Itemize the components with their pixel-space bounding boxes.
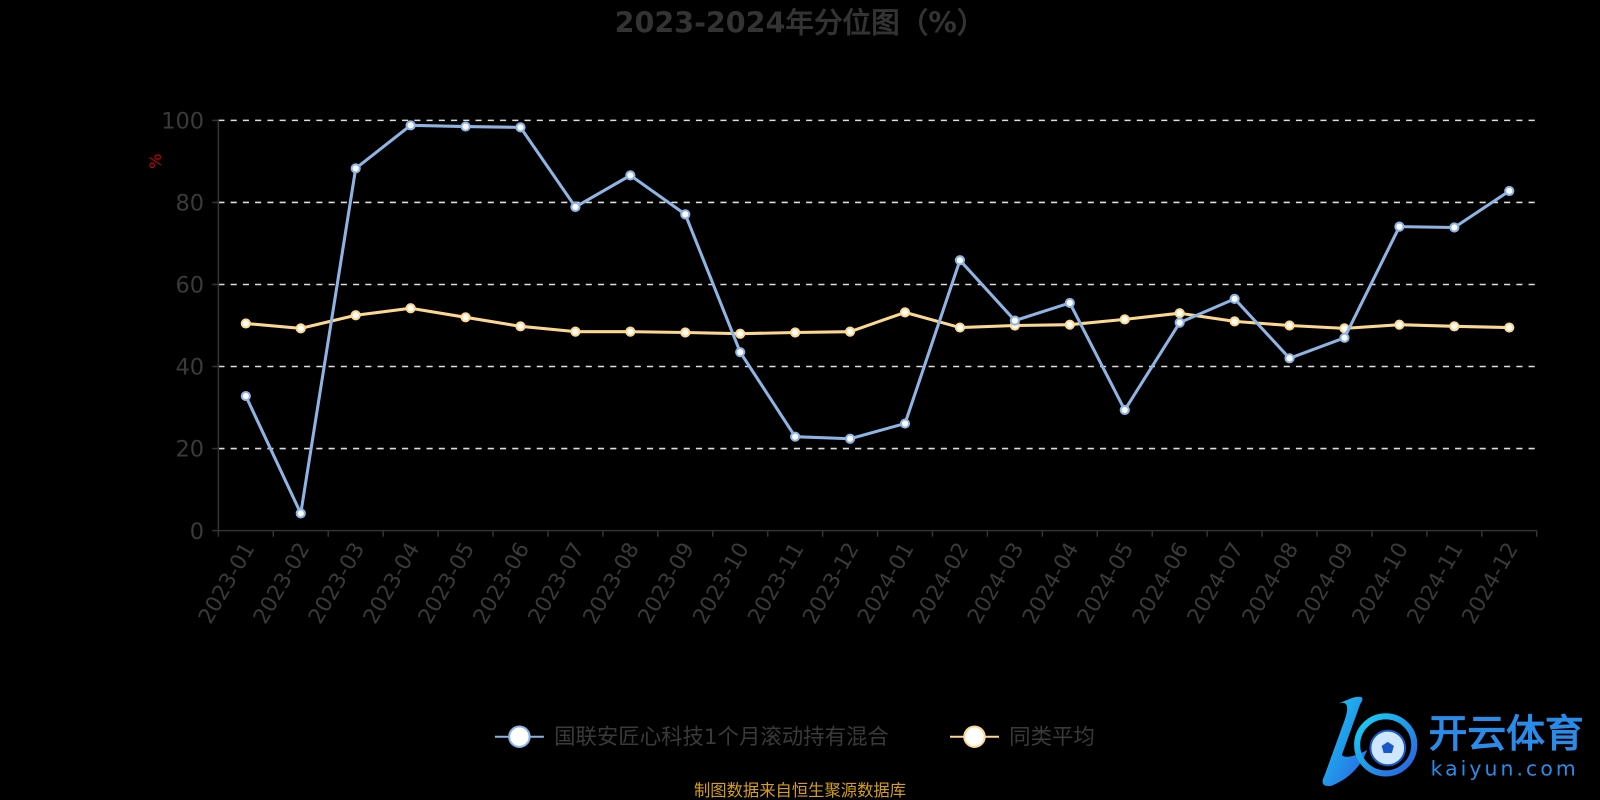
legend-label-average: 同类平均 — [1009, 725, 1095, 750]
data-point — [1284, 320, 1295, 331]
series-fund — [240, 120, 1515, 519]
watermark-text-en: kaiyun.com — [1431, 757, 1579, 781]
data-point — [680, 209, 691, 220]
watermark-logo: 开云体育 kaiyun.com — [1322, 696, 1584, 787]
watermark-text-cn: 开云体育 — [1429, 712, 1584, 757]
data-point — [735, 347, 746, 358]
data-point — [1229, 316, 1240, 327]
data-point — [460, 121, 471, 132]
grid — [218, 119, 1537, 450]
data-point — [1394, 221, 1405, 232]
data-point — [1449, 321, 1460, 332]
y-tick-label: 20 — [176, 437, 205, 463]
y-tick-label: 60 — [176, 273, 205, 299]
data-point — [625, 326, 636, 337]
source-note: 制图数据来自恒生聚源数据库 — [694, 781, 906, 800]
legend-item-average[interactable]: 同类平均 — [950, 725, 1095, 750]
legend-label-fund: 国联安匠心科技1个月滚动持有混合 — [554, 725, 889, 750]
data-point — [515, 321, 526, 332]
data-point — [1504, 185, 1515, 197]
data-point — [1174, 317, 1185, 328]
data-point — [954, 322, 966, 333]
y-axis-label: % — [146, 153, 165, 169]
data-point — [1229, 293, 1240, 304]
axes: 0204060801002023-012023-022023-032023-04… — [161, 109, 1538, 628]
data-point — [350, 163, 361, 174]
legend-item-fund[interactable]: 国联安匠心科技1个月滚动持有混合 — [494, 725, 889, 750]
data-point — [899, 307, 911, 318]
data-point — [1119, 404, 1130, 416]
legend[interactable]: 国联安匠心科技1个月滚动持有混合 同类平均 — [494, 725, 1095, 750]
legend-marker-fund — [508, 725, 531, 748]
data-point — [570, 201, 581, 213]
y-tick-label: 0 — [190, 519, 204, 545]
series-average — [240, 303, 1515, 339]
data-point — [1449, 222, 1460, 233]
legend-marker-average — [963, 725, 986, 748]
series-line — [245, 306, 1510, 336]
chart-title: 2023-2024年分位图（%） — [615, 6, 986, 40]
y-tick-label: 40 — [176, 355, 205, 381]
data-point — [1064, 297, 1075, 309]
data-point — [954, 255, 966, 266]
data-point — [844, 433, 856, 444]
data-point — [1284, 353, 1295, 364]
data-point — [350, 310, 361, 321]
data-point — [790, 431, 801, 442]
data-point — [899, 418, 911, 429]
data-point — [844, 326, 856, 337]
data-point — [1339, 332, 1350, 343]
data-point — [1064, 319, 1075, 330]
data-point — [625, 170, 636, 181]
data-point — [680, 327, 691, 338]
data-point — [735, 328, 746, 339]
data-point — [1119, 314, 1130, 325]
data-point — [1394, 319, 1405, 330]
data-point — [1504, 322, 1515, 333]
series-layer — [240, 120, 1515, 519]
data-point — [790, 327, 801, 338]
data-point — [515, 122, 526, 133]
data-point — [405, 303, 416, 314]
data-point — [240, 318, 251, 329]
data-point — [1009, 315, 1020, 326]
y-tick-label: 80 — [176, 191, 205, 217]
data-point — [1174, 308, 1185, 319]
data-point — [240, 390, 251, 402]
series-line — [244, 123, 1511, 515]
data-point — [295, 323, 306, 334]
y-tick-label: 100 — [161, 109, 204, 135]
data-point — [405, 120, 416, 131]
data-point — [460, 312, 471, 323]
data-point — [295, 508, 306, 519]
data-point — [570, 326, 581, 337]
